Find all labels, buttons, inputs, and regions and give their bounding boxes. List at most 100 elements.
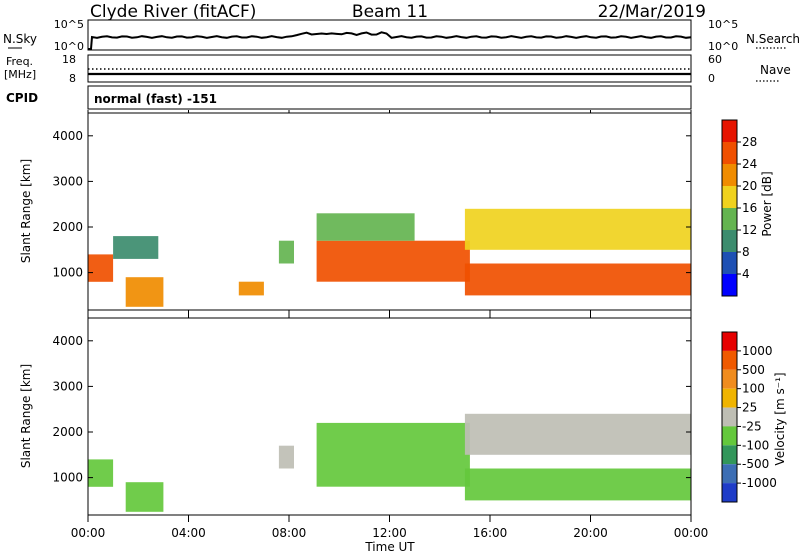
power-band-0 bbox=[88, 254, 114, 282]
time-tick-label-0: 00:00 bbox=[71, 526, 106, 540]
power-colorbar-segment-7 bbox=[722, 274, 737, 296]
power-colorbar-label-6: 4 bbox=[742, 267, 750, 281]
velocity-ytick-label-1: 3000 bbox=[52, 379, 83, 393]
velocity-colorbar: 1000 500 100 25 -25 -100 -500 -1000 bbox=[721, 331, 777, 503]
beam-title: Beam 11 bbox=[352, 2, 428, 22]
power-colorbar-label-4: 12 bbox=[742, 223, 757, 237]
cpid-frame bbox=[87, 85, 692, 110]
velocity-colorbar-label-3: 25 bbox=[742, 401, 757, 415]
nsky-line bbox=[88, 31, 692, 50]
nave-tick-top: 60 bbox=[708, 53, 722, 66]
velocity-ylabel: Slant Range [km] bbox=[19, 364, 33, 468]
power-colorbar-label-3: 16 bbox=[742, 201, 757, 215]
power-ylabel: Slant Range [km] bbox=[19, 159, 33, 263]
velocity-ytick-label-2: 2000 bbox=[52, 425, 83, 439]
velocity-colorbar-label-1: 500 bbox=[742, 363, 765, 377]
power-colorbar-segment-4 bbox=[722, 208, 737, 230]
power-ytick-label-2: 2000 bbox=[52, 220, 83, 234]
power-panel: 4000 3000 2000 1000 Slant Range [km] 28 24 20… bbox=[19, 112, 774, 311]
power-bands bbox=[88, 208, 691, 307]
nsky-frame bbox=[87, 19, 692, 51]
velocity-colorbar-label-0: 1000 bbox=[742, 344, 773, 358]
velocity-colorbar-frame bbox=[721, 331, 738, 503]
velocity-colorbar-label-5: -100 bbox=[742, 438, 769, 452]
nsearch-tick-bottom: 10^0 bbox=[708, 40, 738, 53]
power-colorbar: 28 24 20 16 12 8 4 bbox=[721, 119, 757, 297]
velocity-colorbar-label-7: -1000 bbox=[742, 476, 777, 490]
velocity-colorbar-label-2: 100 bbox=[742, 382, 765, 396]
power-ytick-label-3: 1000 bbox=[52, 266, 83, 280]
nsearch-label: N.Search bbox=[746, 32, 800, 46]
power-band-3 bbox=[238, 281, 264, 296]
cpid-panel: CPID normal (fast) -151 bbox=[6, 85, 692, 110]
velocity-panel: 4000 3000 2000 1000 Slant Range [km] 1000 50… bbox=[19, 317, 787, 516]
power-colorbar-segment-1 bbox=[722, 142, 737, 164]
velocity-colorbar-segment-5 bbox=[722, 426, 737, 446]
time-axis-label: Time UT bbox=[364, 540, 415, 554]
nave-label: Nave bbox=[760, 63, 791, 77]
velocity-colorbar-segment-2 bbox=[722, 369, 737, 389]
power-colorbar-label-1: 24 bbox=[742, 157, 757, 171]
velocity-colorbar-segment-7 bbox=[722, 464, 737, 484]
power-ytick-label-0: 4000 bbox=[52, 129, 83, 143]
power-colorbar-segment-5 bbox=[722, 230, 737, 252]
freq-tick-top: 18 bbox=[62, 53, 76, 66]
power-yticks: 4000 3000 2000 1000 bbox=[52, 129, 691, 280]
power-band-8 bbox=[464, 263, 691, 296]
power-colorbar-label-0: 28 bbox=[742, 135, 757, 149]
power-ytick-label-1: 3000 bbox=[52, 174, 83, 188]
nsky-label: N.Sky bbox=[3, 32, 37, 46]
nsearch-tick-top: 10^5 bbox=[708, 18, 738, 31]
velocity-band-5 bbox=[464, 468, 691, 501]
nsky-tick-top: 10^5 bbox=[54, 18, 84, 31]
power-band-2 bbox=[113, 236, 159, 259]
freq-tick-bottom: 8 bbox=[69, 72, 76, 85]
freq-unit: [MHz] bbox=[4, 68, 36, 81]
power-band-5 bbox=[316, 240, 470, 282]
freq-label: Freq. bbox=[6, 55, 33, 68]
velocity-band-2 bbox=[278, 445, 294, 469]
power-colorbar-label-5: 8 bbox=[742, 245, 750, 259]
power-colorbar-label-2: 20 bbox=[742, 179, 757, 193]
velocity-bands bbox=[88, 413, 691, 512]
time-tick-label-2: 08:00 bbox=[272, 526, 307, 540]
velocity-band-0 bbox=[88, 459, 114, 487]
cpid-value: normal (fast) -151 bbox=[94, 92, 217, 106]
velocity-yticks: 4000 3000 2000 1000 bbox=[52, 334, 691, 485]
velocity-ytick-label-3: 1000 bbox=[52, 471, 83, 485]
power-band-6 bbox=[316, 213, 415, 241]
freq-panel: Freq. [MHz] 18 8 60 0 Nave bbox=[4, 53, 791, 85]
power-band-4 bbox=[278, 240, 294, 264]
nsky-tick-bottom: 10^0 bbox=[54, 40, 84, 53]
power-band-7 bbox=[464, 208, 691, 250]
velocity-colorbar-segment-3 bbox=[722, 388, 737, 408]
velocity-colorbar-label-4: -25 bbox=[742, 419, 762, 433]
time-tick-label-3: 12:00 bbox=[372, 526, 407, 540]
velocity-band-3 bbox=[316, 422, 470, 487]
time-axis: 00:00 04:00 08:00 12:00 16:00 20:00 00:00 bbox=[71, 110, 709, 540]
time-tick-label-5: 20:00 bbox=[573, 526, 608, 540]
velocity-colorbar-segment-8 bbox=[722, 483, 737, 502]
time-tick-label-4: 16:00 bbox=[473, 526, 508, 540]
velocity-colorbar-segment-4 bbox=[722, 407, 737, 427]
power-colorbar-segment-6 bbox=[722, 252, 737, 274]
power-colorbar-segment-0 bbox=[722, 120, 737, 142]
velocity-band-4 bbox=[464, 413, 691, 455]
time-tick-label-1: 04:00 bbox=[171, 526, 206, 540]
station-title: Clyde River (fitACF) bbox=[90, 2, 256, 22]
velocity-colorbar-segment-0 bbox=[722, 332, 737, 351]
nave-tick-bottom: 0 bbox=[708, 72, 715, 85]
time-tick-label-6: 00:00 bbox=[674, 526, 709, 540]
velocity-colorbar-label: Velocity [m s⁻¹] bbox=[773, 372, 787, 465]
date-title: 22/Mar/2019 bbox=[598, 2, 706, 22]
cpid-label: CPID bbox=[6, 91, 38, 105]
velocity-colorbar-label-6: -500 bbox=[742, 457, 769, 471]
power-colorbar-segment-3 bbox=[722, 186, 737, 208]
nsky-panel: N.Sky 10^5 10^0 10^5 10^0 N.Search bbox=[3, 18, 800, 53]
velocity-colorbar-segment-6 bbox=[722, 445, 737, 465]
power-band-1 bbox=[125, 277, 164, 307]
velocity-ytick-label-0: 4000 bbox=[52, 334, 83, 348]
power-colorbar-segment-2 bbox=[722, 164, 737, 186]
power-colorbar-label: Power [dB] bbox=[760, 171, 774, 236]
